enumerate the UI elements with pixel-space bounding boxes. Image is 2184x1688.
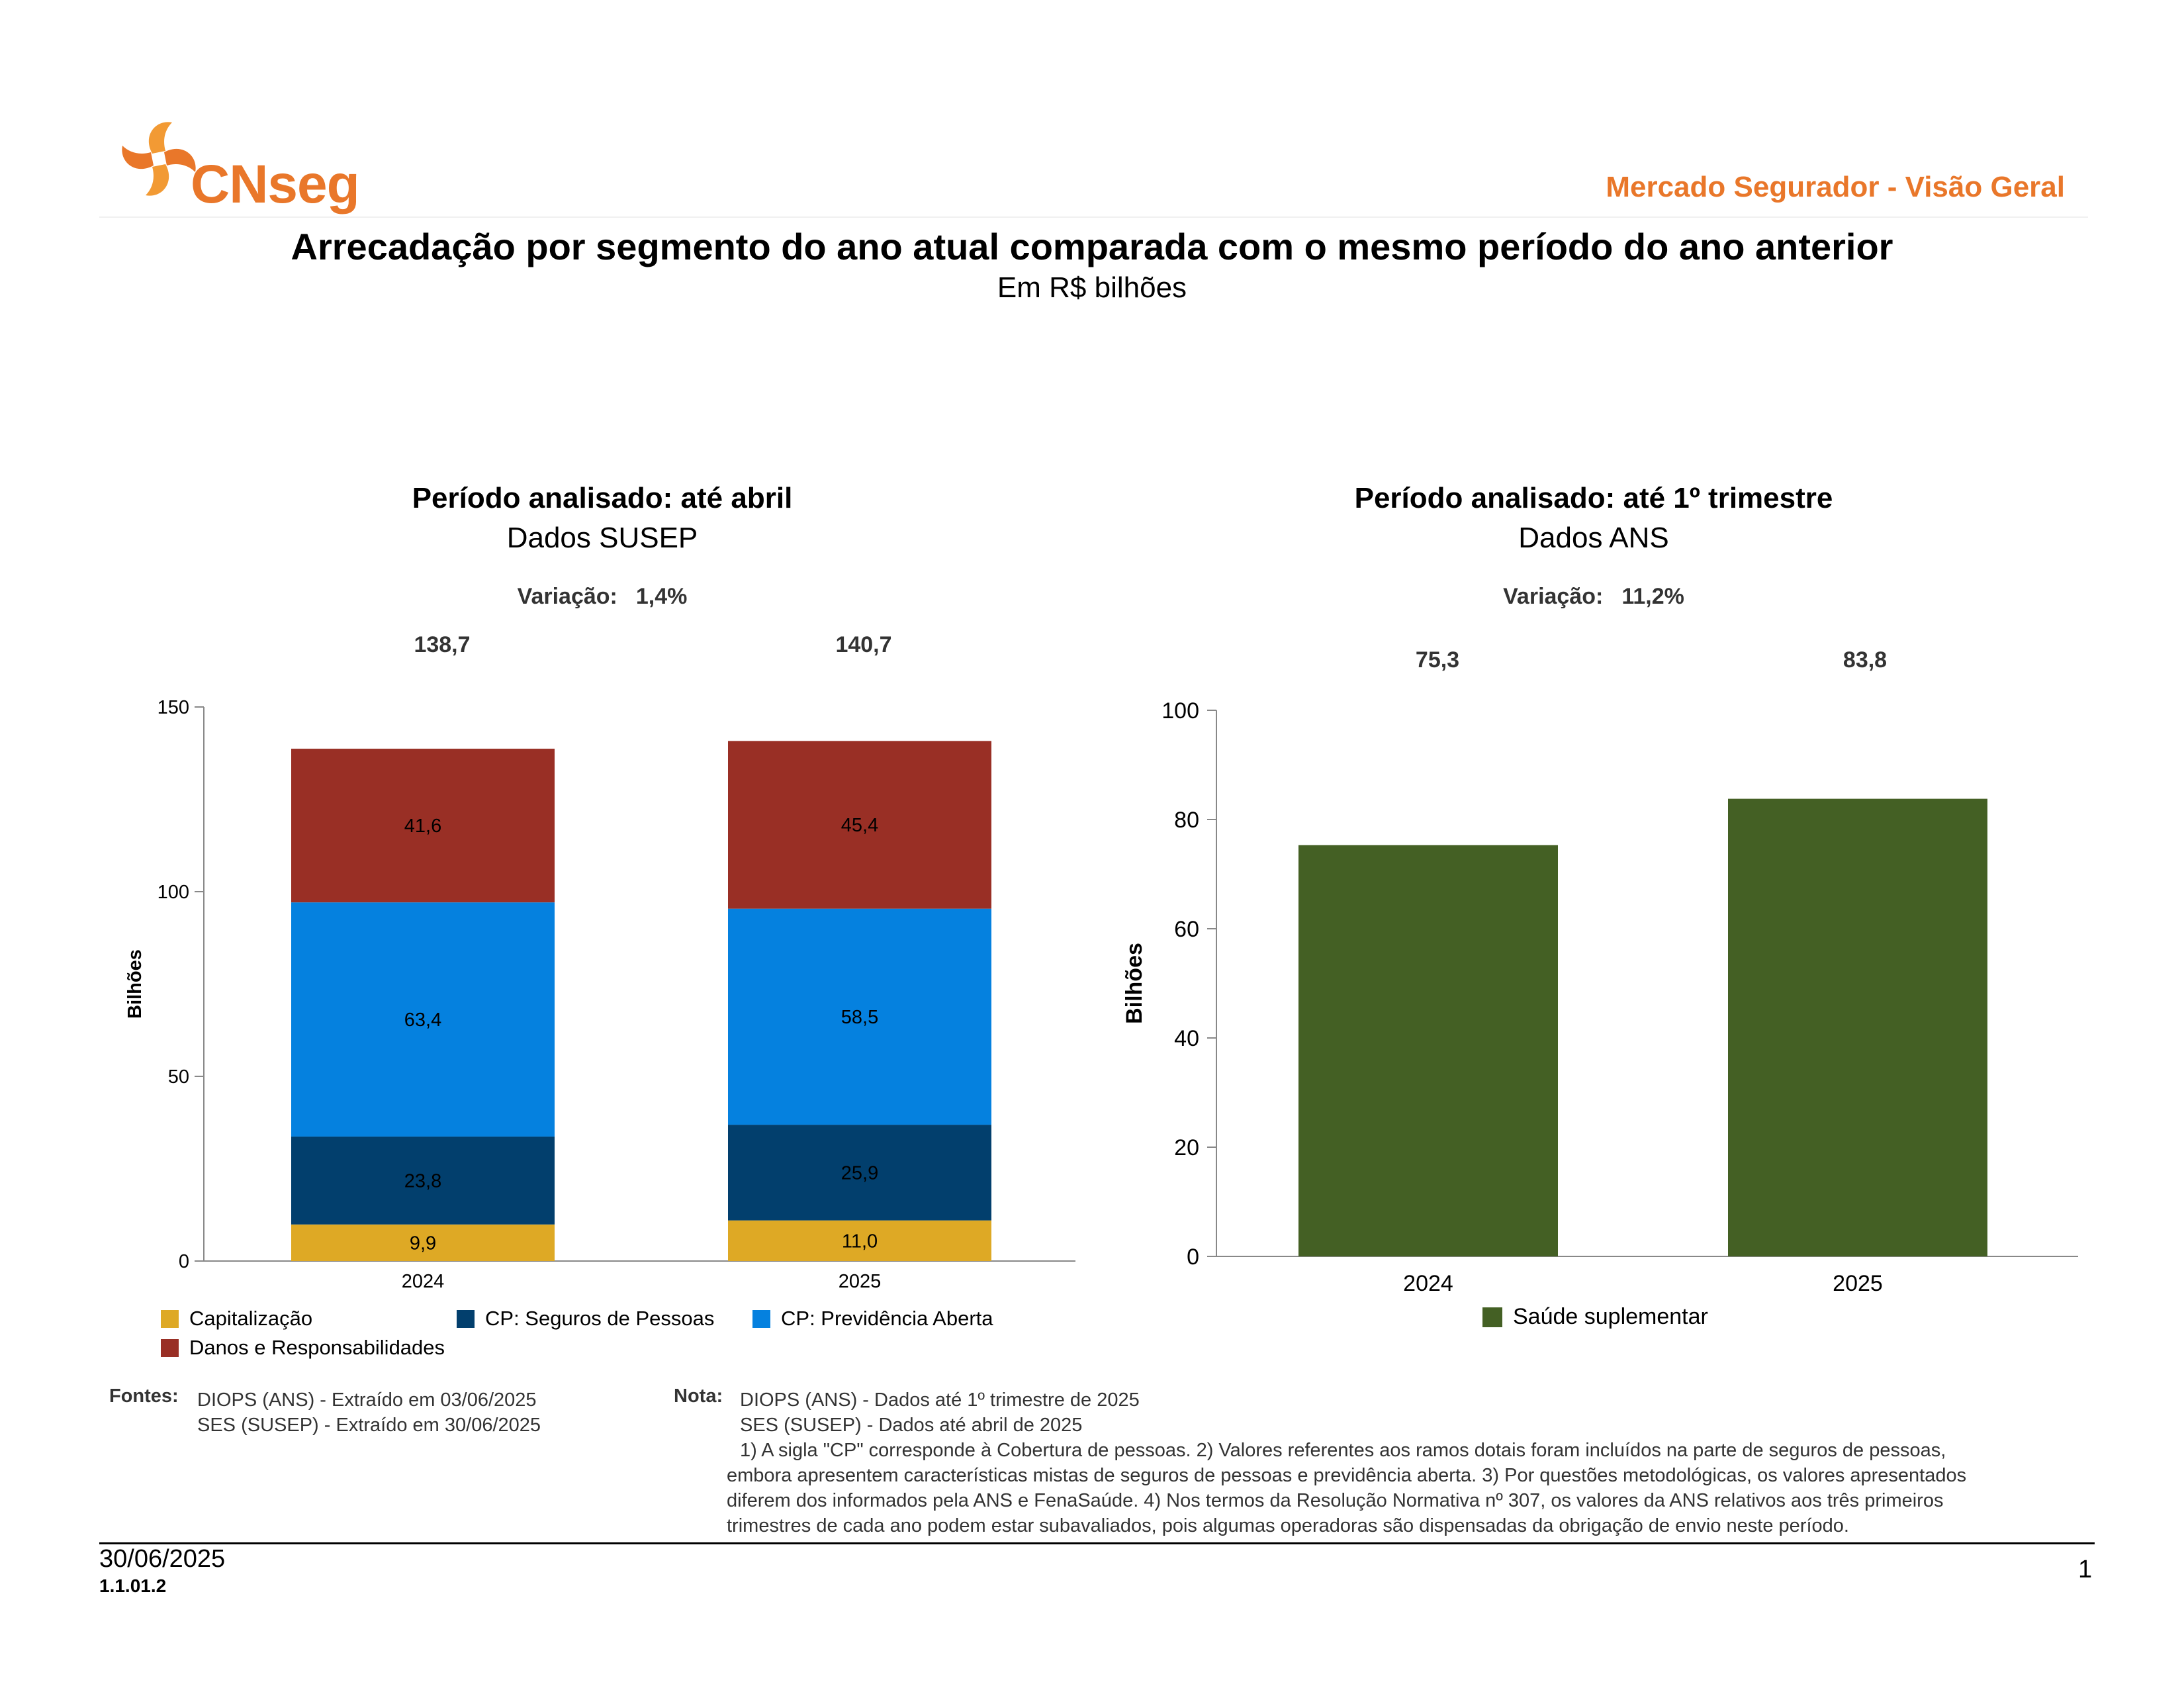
logo-text: CNseg [191, 154, 360, 214]
data-label: 11,0 [842, 1231, 878, 1252]
legend-swatch [161, 1338, 179, 1357]
y-tick-label: 0 [1187, 1244, 1199, 1270]
page-subtitle: Em R$ bilhões [997, 271, 1187, 304]
left-stacked-bar-chart: 0 50 100 150 Bilhões 9,9 23,8 63,4 41,6 2024 11,0 2… [124, 697, 1075, 1292]
legend-label: Danos e Responsabilidades [189, 1336, 445, 1359]
data-label: 63,4 [404, 1009, 441, 1031]
x-tick-label: 2024 [402, 1271, 445, 1292]
legend-label: CP: Seguros de Pessoas [485, 1307, 715, 1330]
legend-swatch [161, 1309, 179, 1328]
right-bar-chart: 0 20 40 60 80 100 Bilhões 2024 2025 [1122, 698, 2078, 1296]
legend-label: Capitalização [189, 1307, 313, 1330]
cnseg-logo-icon [122, 122, 196, 196]
note-line: SES (SUSEP) - Dados até abril de 2025 [740, 1415, 1083, 1436]
legend-label: Saúde suplementar [1513, 1304, 1708, 1329]
source-line: DIOPS (ANS) - Extraído em 03/06/2025 [197, 1389, 537, 1411]
left-panel-title: Período analisado: até abril [412, 482, 793, 514]
y-tick-label: 20 [1174, 1135, 1199, 1160]
note-line: diferem dos informados pela ANS e FenaSa… [727, 1490, 1944, 1511]
bar [1728, 798, 1987, 1256]
sources-list: DIOPS (ANS) - Extraído em 03/06/2025 SES… [197, 1387, 541, 1438]
right-total-2024: 75,3 [1415, 647, 1460, 673]
note-line: embora apresentem características mistas… [727, 1465, 1967, 1486]
right-total-2025: 83,8 [1843, 647, 1888, 673]
left-variation-value: 1,4% [635, 584, 688, 609]
left-variation-label: Variação: [517, 584, 617, 609]
legend-label: CP: Previdência Aberta [781, 1307, 993, 1330]
data-label: 9,9 [410, 1233, 436, 1254]
page-number: 1 [2078, 1556, 2093, 1583]
left-variation: Variação: 1,4% [238, 584, 966, 610]
right-variation-label: Variação: [1503, 584, 1604, 609]
right-panel-subtitle: Dados ANS [1518, 522, 1669, 554]
y-axis-title: Bilhões [1122, 943, 1147, 1024]
section-title: Mercado Segurador - Visão Geral [1606, 171, 2065, 203]
sources-label: Fontes: [109, 1385, 179, 1407]
right-panel-title: Período analisado: até 1º trimestre [1354, 482, 1833, 514]
page-title: Arrecadação por segmento do ano atual co… [291, 226, 1893, 267]
data-label: 58,5 [841, 1007, 878, 1028]
legend-danos: Danos e Responsabilidades [161, 1336, 445, 1360]
bar [1298, 845, 1558, 1256]
note-text: DIOPS (ANS) - Dados até 1º trimestre de … [727, 1387, 2090, 1538]
left-total-2025: 140,7 [835, 632, 892, 657]
bar-segment [728, 908, 991, 1125]
note-line: 1) A sigla "CP" corresponde à Cobertura … [740, 1440, 1946, 1461]
y-tick-label: 80 [1174, 808, 1199, 833]
legend-swatch [457, 1309, 475, 1328]
x-tick-label: 2025 [839, 1271, 882, 1292]
y-tick-label: 0 [179, 1251, 189, 1272]
x-tick-label: 2025 [1833, 1271, 1883, 1296]
bar-segment [291, 1224, 555, 1261]
note-line: trimestres de cada ano podem estar subav… [727, 1515, 1849, 1536]
y-tick-label: 100 [158, 882, 189, 903]
report-date: 30/06/2025 [99, 1545, 226, 1573]
note-line: DIOPS (ANS) - Dados até 1º trimestre de … [740, 1389, 1140, 1411]
y-tick-label: 100 [1161, 698, 1199, 724]
y-tick-label: 40 [1174, 1026, 1199, 1051]
note-label: Nota: [674, 1385, 723, 1407]
bar-segment [291, 749, 555, 903]
bar-segment [728, 1125, 991, 1221]
bar-segment [728, 1220, 991, 1261]
right-variation: Variação: 11,2% [1230, 584, 1958, 610]
data-label: 25,9 [841, 1162, 878, 1184]
data-label: 45,4 [841, 815, 878, 836]
y-tick-label: 50 [168, 1066, 189, 1088]
legend-capitalizacao: Capitalização [161, 1307, 312, 1331]
report-code: 1.1.01.2 [99, 1575, 167, 1596]
source-line: SES (SUSEP) - Extraído em 30/06/2025 [197, 1415, 541, 1436]
header-divider [99, 216, 2088, 218]
x-tick-label: 2024 [1403, 1271, 1453, 1296]
bar-segment [291, 902, 555, 1137]
left-panel-subtitle: Dados SUSEP [506, 522, 698, 554]
y-tick-label: 60 [1174, 917, 1199, 942]
footer-divider [99, 1542, 2095, 1544]
y-tick-label: 150 [158, 697, 189, 718]
legend-saude: Saúde suplementar [1482, 1304, 1708, 1330]
legend-swatch [752, 1309, 770, 1328]
legend-previdencia: CP: Previdência Aberta [752, 1307, 993, 1331]
data-label: 23,8 [404, 1170, 441, 1192]
legend-seguros-pessoas: CP: Seguros de Pessoas [457, 1307, 714, 1331]
data-label: 41,6 [404, 816, 441, 837]
left-total-2024: 138,7 [414, 632, 471, 657]
legend-swatch [1482, 1307, 1502, 1327]
bar-segment [291, 1136, 555, 1225]
y-axis-title: Bilhões [124, 949, 146, 1019]
bar-segment [728, 741, 991, 909]
right-variation-value: 11,2% [1621, 584, 1684, 609]
